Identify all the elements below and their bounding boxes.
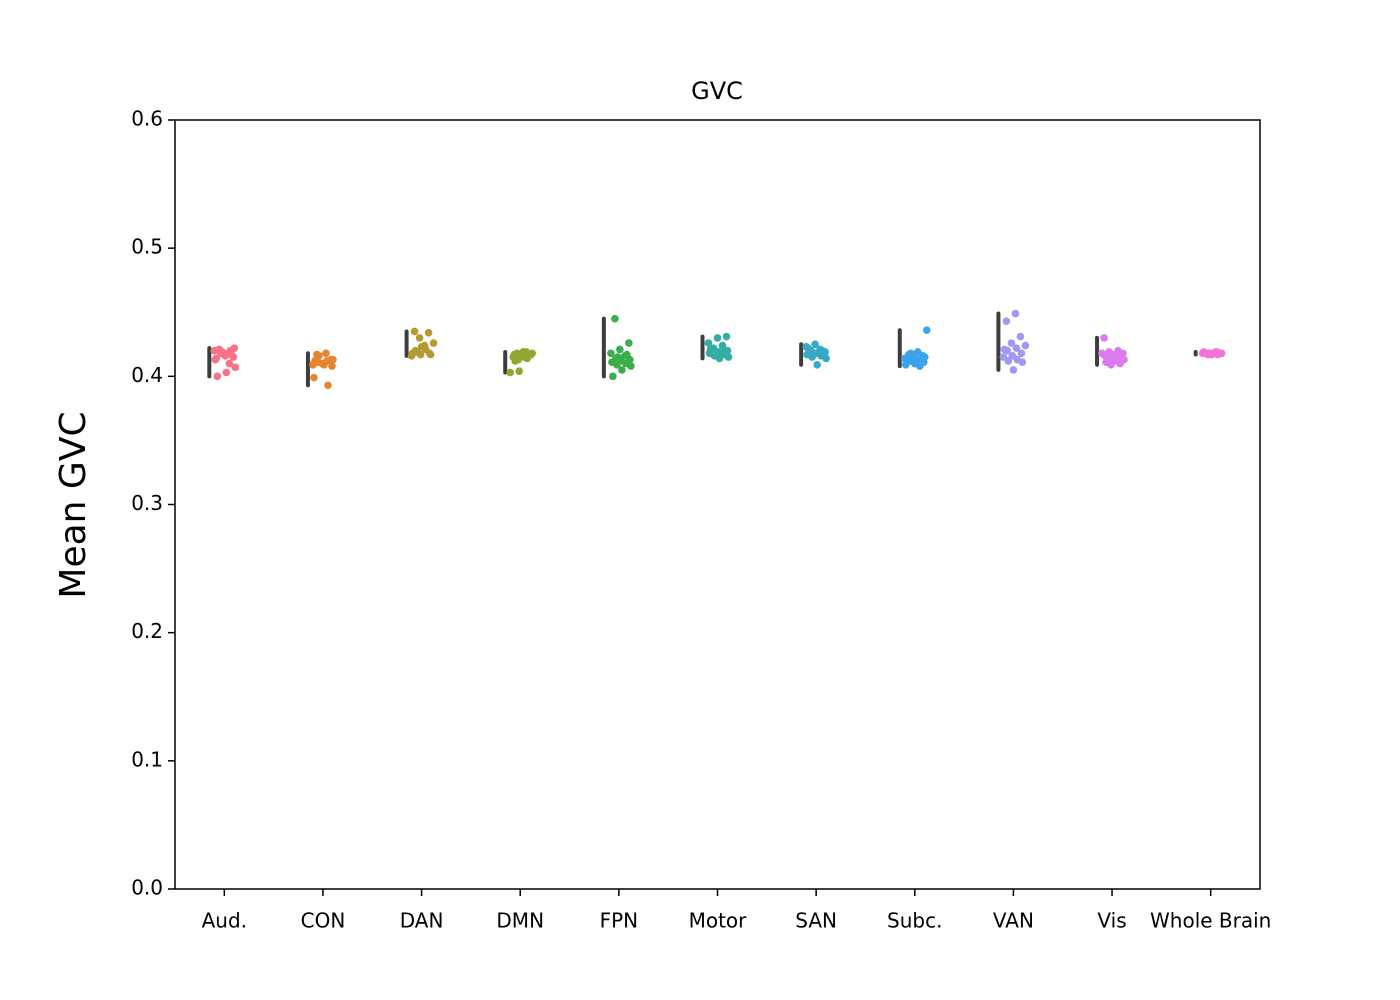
point xyxy=(922,326,931,334)
point xyxy=(1017,349,1026,358)
point xyxy=(1112,352,1120,360)
y-tick-label: 0.0 xyxy=(131,876,163,900)
point xyxy=(222,368,231,377)
y-tick-label: 0.4 xyxy=(131,363,163,387)
point xyxy=(322,349,330,358)
x-tick-label: SAN xyxy=(795,909,837,933)
point xyxy=(506,368,515,377)
point xyxy=(822,354,830,363)
point xyxy=(906,349,915,358)
point xyxy=(408,349,417,358)
point xyxy=(609,372,617,381)
point xyxy=(1009,366,1018,374)
plot-frame xyxy=(174,119,1261,890)
point xyxy=(706,345,715,354)
point xyxy=(417,343,426,351)
point xyxy=(424,328,433,337)
point xyxy=(1011,309,1020,318)
point xyxy=(704,339,713,347)
point xyxy=(1007,339,1016,347)
point xyxy=(311,357,319,365)
x-tick-label: Subc. xyxy=(887,909,942,933)
y-tick-label: 0.1 xyxy=(131,747,163,771)
point xyxy=(718,341,727,350)
x-tick-label: CON xyxy=(301,909,346,933)
x-tick-label: Whole Brain xyxy=(1150,909,1271,933)
point xyxy=(804,344,812,352)
point xyxy=(623,350,631,359)
point xyxy=(231,363,240,372)
point xyxy=(1000,345,1009,354)
point xyxy=(722,332,731,341)
chart-title: GVC xyxy=(691,77,743,105)
point xyxy=(607,349,615,358)
point xyxy=(915,362,924,370)
x-tick-label: Aud. xyxy=(202,909,247,933)
point xyxy=(720,348,729,356)
point xyxy=(520,353,529,361)
point xyxy=(324,381,332,390)
point xyxy=(1213,350,1222,359)
point xyxy=(611,314,619,323)
point xyxy=(410,327,419,336)
point xyxy=(627,362,635,370)
point xyxy=(1204,349,1213,358)
point xyxy=(818,346,826,355)
point xyxy=(510,350,519,359)
point xyxy=(426,350,435,359)
y-tick-label: 0.6 xyxy=(131,107,163,131)
point xyxy=(429,339,438,347)
x-tick-label: DMN xyxy=(496,909,544,933)
point xyxy=(515,367,524,376)
point xyxy=(415,334,424,342)
point xyxy=(225,359,234,368)
point xyxy=(328,362,336,370)
point xyxy=(715,354,724,363)
point xyxy=(1021,341,1030,350)
point xyxy=(618,366,626,374)
point xyxy=(1098,349,1106,358)
point xyxy=(218,348,227,356)
point xyxy=(808,353,816,361)
y-tick-label: 0.5 xyxy=(131,235,163,259)
point xyxy=(1002,317,1011,326)
point xyxy=(1116,359,1124,368)
point xyxy=(724,353,733,361)
x-tick-label: Motor xyxy=(689,909,748,933)
point xyxy=(511,357,520,365)
point xyxy=(212,354,221,363)
point xyxy=(315,352,323,360)
point xyxy=(614,353,622,361)
point xyxy=(713,334,722,342)
point xyxy=(613,360,621,369)
x-tick-label: VAN xyxy=(993,909,1034,933)
point xyxy=(227,350,236,359)
point xyxy=(1004,357,1013,365)
point xyxy=(213,372,222,381)
point xyxy=(1100,334,1108,342)
point xyxy=(1018,358,1027,367)
y-tick-label: 0.3 xyxy=(131,491,163,515)
point xyxy=(901,360,910,369)
y-tick-label: 0.2 xyxy=(131,619,163,643)
point xyxy=(616,345,624,354)
y-axis-label: Mean GVC xyxy=(53,411,94,598)
point xyxy=(329,355,337,364)
point xyxy=(1016,332,1025,341)
point xyxy=(1107,360,1115,369)
point xyxy=(625,339,633,347)
point xyxy=(310,373,318,382)
point xyxy=(320,360,328,369)
point xyxy=(1012,344,1021,352)
point xyxy=(811,340,819,349)
x-tick-label: Vis xyxy=(1097,909,1126,933)
x-tick-label: FPN xyxy=(600,909,639,933)
x-tick-label: DAN xyxy=(400,909,444,933)
point xyxy=(813,360,821,369)
point xyxy=(920,353,929,361)
